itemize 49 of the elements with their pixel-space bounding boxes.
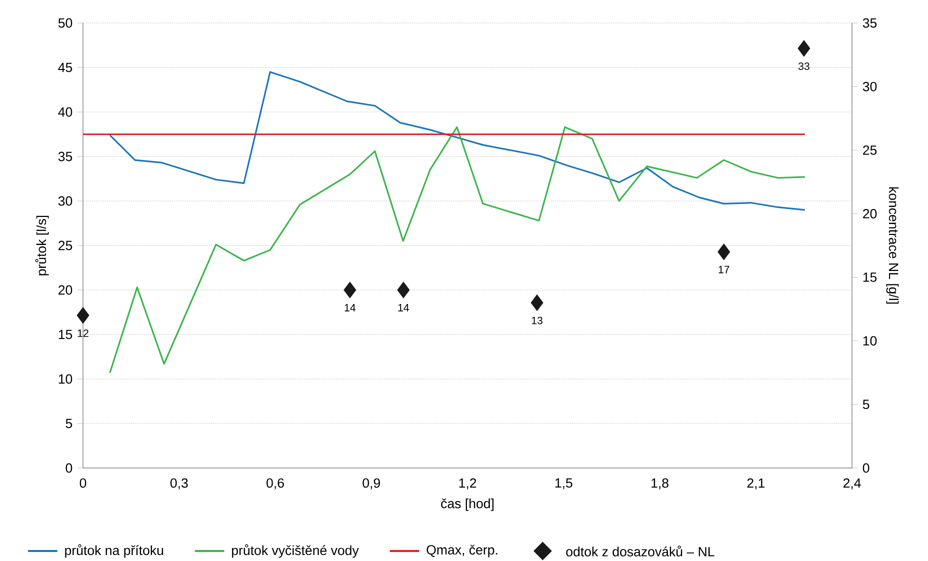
y-tick-label: 5 — [66, 418, 72, 428]
x-tick-label: 0 — [80, 478, 86, 488]
y2-tick-label: 15 — [863, 272, 877, 282]
y2-tick-label: 35 — [862, 18, 877, 28]
legend-label: Qmax, čerp. — [426, 544, 498, 558]
y-tick-label: 30 — [58, 196, 72, 206]
point — [530, 294, 544, 311]
y2-tick-label: 5 — [862, 400, 870, 410]
y-tick-label: 10 — [58, 374, 72, 384]
data-label: 12 — [78, 329, 88, 337]
x-tick-label: 0,3 — [170, 478, 188, 490]
y-tick-label: 50 — [58, 18, 72, 28]
line-series — [109, 71, 806, 211]
x-tick-label: 1,8 — [652, 478, 668, 490]
data-label: 33 — [798, 62, 810, 70]
y2-axis-title: koncentrace NL [g/l] — [886, 187, 899, 304]
point — [76, 307, 90, 324]
data-label: 14 — [344, 304, 356, 312]
point — [344, 282, 356, 298]
y-tick-label: 35 — [58, 152, 72, 162]
y-tick-label: 0 — [66, 463, 72, 473]
line-series — [109, 126, 806, 374]
x-axis-title: čas [hod] — [441, 498, 494, 511]
y-tick-label: 15 — [58, 330, 72, 340]
y-tick-label: 45 — [58, 62, 72, 72]
y-axis-title: průtok [l/s] — [35, 216, 49, 276]
point — [718, 244, 730, 260]
x-tick-label: 0,6 — [266, 478, 284, 490]
point — [798, 40, 810, 57]
point — [397, 282, 410, 298]
y2-tick-label: 20 — [863, 209, 877, 218]
x-tick-label: 1,5 — [555, 478, 572, 490]
x-tick-label: 2,1 — [747, 478, 764, 490]
y-tick-label: 40 — [58, 107, 72, 117]
y2-tick-label: 25 — [863, 145, 877, 155]
y2-tick-label: 10 — [863, 336, 877, 346]
x-tick-label: 0,9 — [362, 478, 380, 490]
data-label: 13 — [532, 316, 542, 324]
legend-label: odtok z dosazováků – NL — [566, 546, 714, 556]
y2-tick-label: 30 — [862, 82, 877, 92]
y2-tick-label: 0 — [862, 463, 870, 473]
data-label: 14 — [398, 304, 410, 312]
x-tick-label: 2,4 — [843, 478, 861, 490]
y-tick-label: 25 — [58, 240, 72, 250]
data-label: 17 — [718, 266, 730, 274]
x-tick-label: 1,2 — [459, 478, 476, 490]
y-tick-label: 20 — [58, 285, 72, 295]
legend-label: průtok vyčištěné vody — [232, 544, 359, 558]
legend-label: průtok na přítoku — [65, 544, 164, 558]
